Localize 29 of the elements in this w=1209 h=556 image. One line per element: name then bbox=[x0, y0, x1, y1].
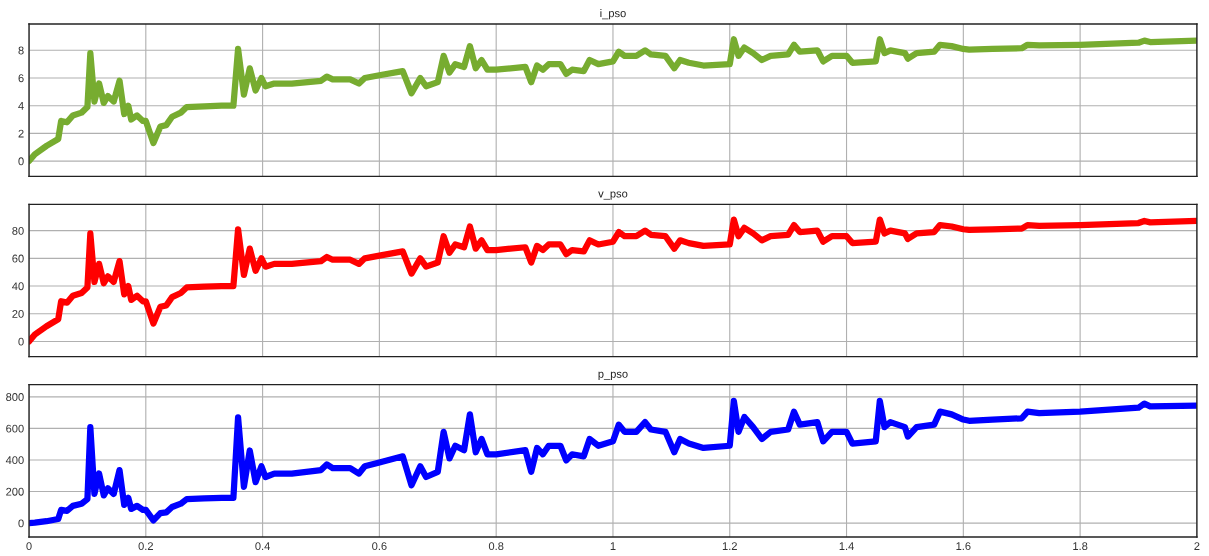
y-tick-label: 80 bbox=[12, 226, 24, 235]
chart-title: i_pso bbox=[600, 9, 626, 20]
x-tick-label: 0.2 bbox=[138, 542, 153, 551]
y-tick-label: 600 bbox=[6, 424, 24, 433]
chart-title: v_pso bbox=[598, 191, 628, 200]
y-tick-label: 800 bbox=[6, 393, 24, 401]
x-tick-label: 0.4 bbox=[255, 542, 270, 551]
y-tick-label: 60 bbox=[12, 254, 24, 263]
x-tick-label: 1 bbox=[610, 542, 616, 550]
y-tick-label: 20 bbox=[12, 310, 24, 318]
x-tick-label: 0.8 bbox=[488, 542, 504, 551]
chart-title: p_pso bbox=[598, 371, 628, 381]
y-tick-label: 4 bbox=[18, 102, 24, 110]
x-tick-label: 2 bbox=[1194, 542, 1200, 550]
x-tick-label: 1.6 bbox=[956, 542, 971, 551]
y-tick-label: 0 bbox=[18, 519, 24, 528]
y-tick-label: 400 bbox=[5, 456, 24, 465]
y-tick-label: 40 bbox=[12, 282, 24, 291]
x-tick-label: 1.2 bbox=[722, 542, 737, 550]
x-tick-label: 1.8 bbox=[1073, 542, 1088, 551]
y-tick-label: 6 bbox=[18, 74, 24, 83]
x-tick-label: 0 bbox=[26, 542, 32, 551]
y-tick-label: 0 bbox=[18, 337, 24, 346]
y-tick-label: 200 bbox=[6, 487, 24, 496]
y-tick-label: 2 bbox=[18, 129, 24, 138]
x-tick-label: 0.6 bbox=[372, 542, 387, 551]
x-tick-label: 1.4 bbox=[839, 542, 854, 550]
y-tick-label: 0 bbox=[18, 157, 24, 166]
y-tick-label: 8 bbox=[18, 46, 24, 55]
